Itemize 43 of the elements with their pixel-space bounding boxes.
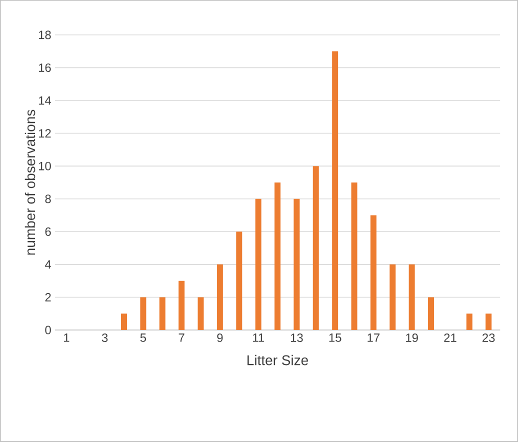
x-axis-title: Litter Size	[248, 354, 308, 366]
bar	[140, 297, 146, 330]
x-tick-label: 7	[178, 334, 184, 342]
y-tick-label: 8	[45, 194, 51, 204]
x-tick-label: 23	[482, 334, 495, 342]
bar	[370, 215, 376, 330]
bar	[159, 297, 166, 330]
y-tick-label: 0	[45, 326, 51, 334]
bar	[408, 264, 415, 330]
x-tick-label: 9	[217, 334, 223, 342]
y-tick-label: 4	[45, 260, 52, 269]
bar	[312, 166, 319, 330]
x-tick-label: 1	[64, 334, 70, 342]
x-tick-label: 19	[406, 334, 418, 342]
y-tick-label: 12	[38, 129, 51, 138]
x-tick-label: 11	[253, 334, 264, 342]
x-tick-label: 21	[444, 334, 456, 342]
y-tick-label: 14	[38, 96, 52, 105]
bar	[178, 280, 185, 330]
bar	[294, 198, 300, 330]
x-tick-label: 3	[102, 334, 108, 342]
bar	[274, 182, 281, 330]
x-tick-label: 13	[290, 334, 303, 342]
bar	[351, 182, 358, 330]
bar	[255, 198, 262, 330]
bar	[332, 51, 338, 330]
bar	[236, 232, 242, 330]
bar	[466, 314, 472, 330]
y-tick-label: 10	[38, 162, 51, 170]
y-axis-title: number of observations	[24, 110, 36, 255]
bar	[121, 314, 128, 330]
y-tick-label: 16	[38, 63, 51, 72]
y-tick-label: 18	[38, 30, 51, 40]
bar	[390, 264, 396, 330]
bar	[428, 297, 434, 330]
bar	[198, 297, 204, 330]
bar	[486, 314, 492, 330]
x-tick-label: 15	[329, 334, 342, 342]
bar	[216, 264, 223, 330]
x-tick-label: 5	[140, 334, 146, 342]
y-tick-label: 6	[45, 227, 51, 236]
x-tick-label: 17	[368, 334, 380, 342]
y-tick-label: 2	[45, 293, 51, 302]
